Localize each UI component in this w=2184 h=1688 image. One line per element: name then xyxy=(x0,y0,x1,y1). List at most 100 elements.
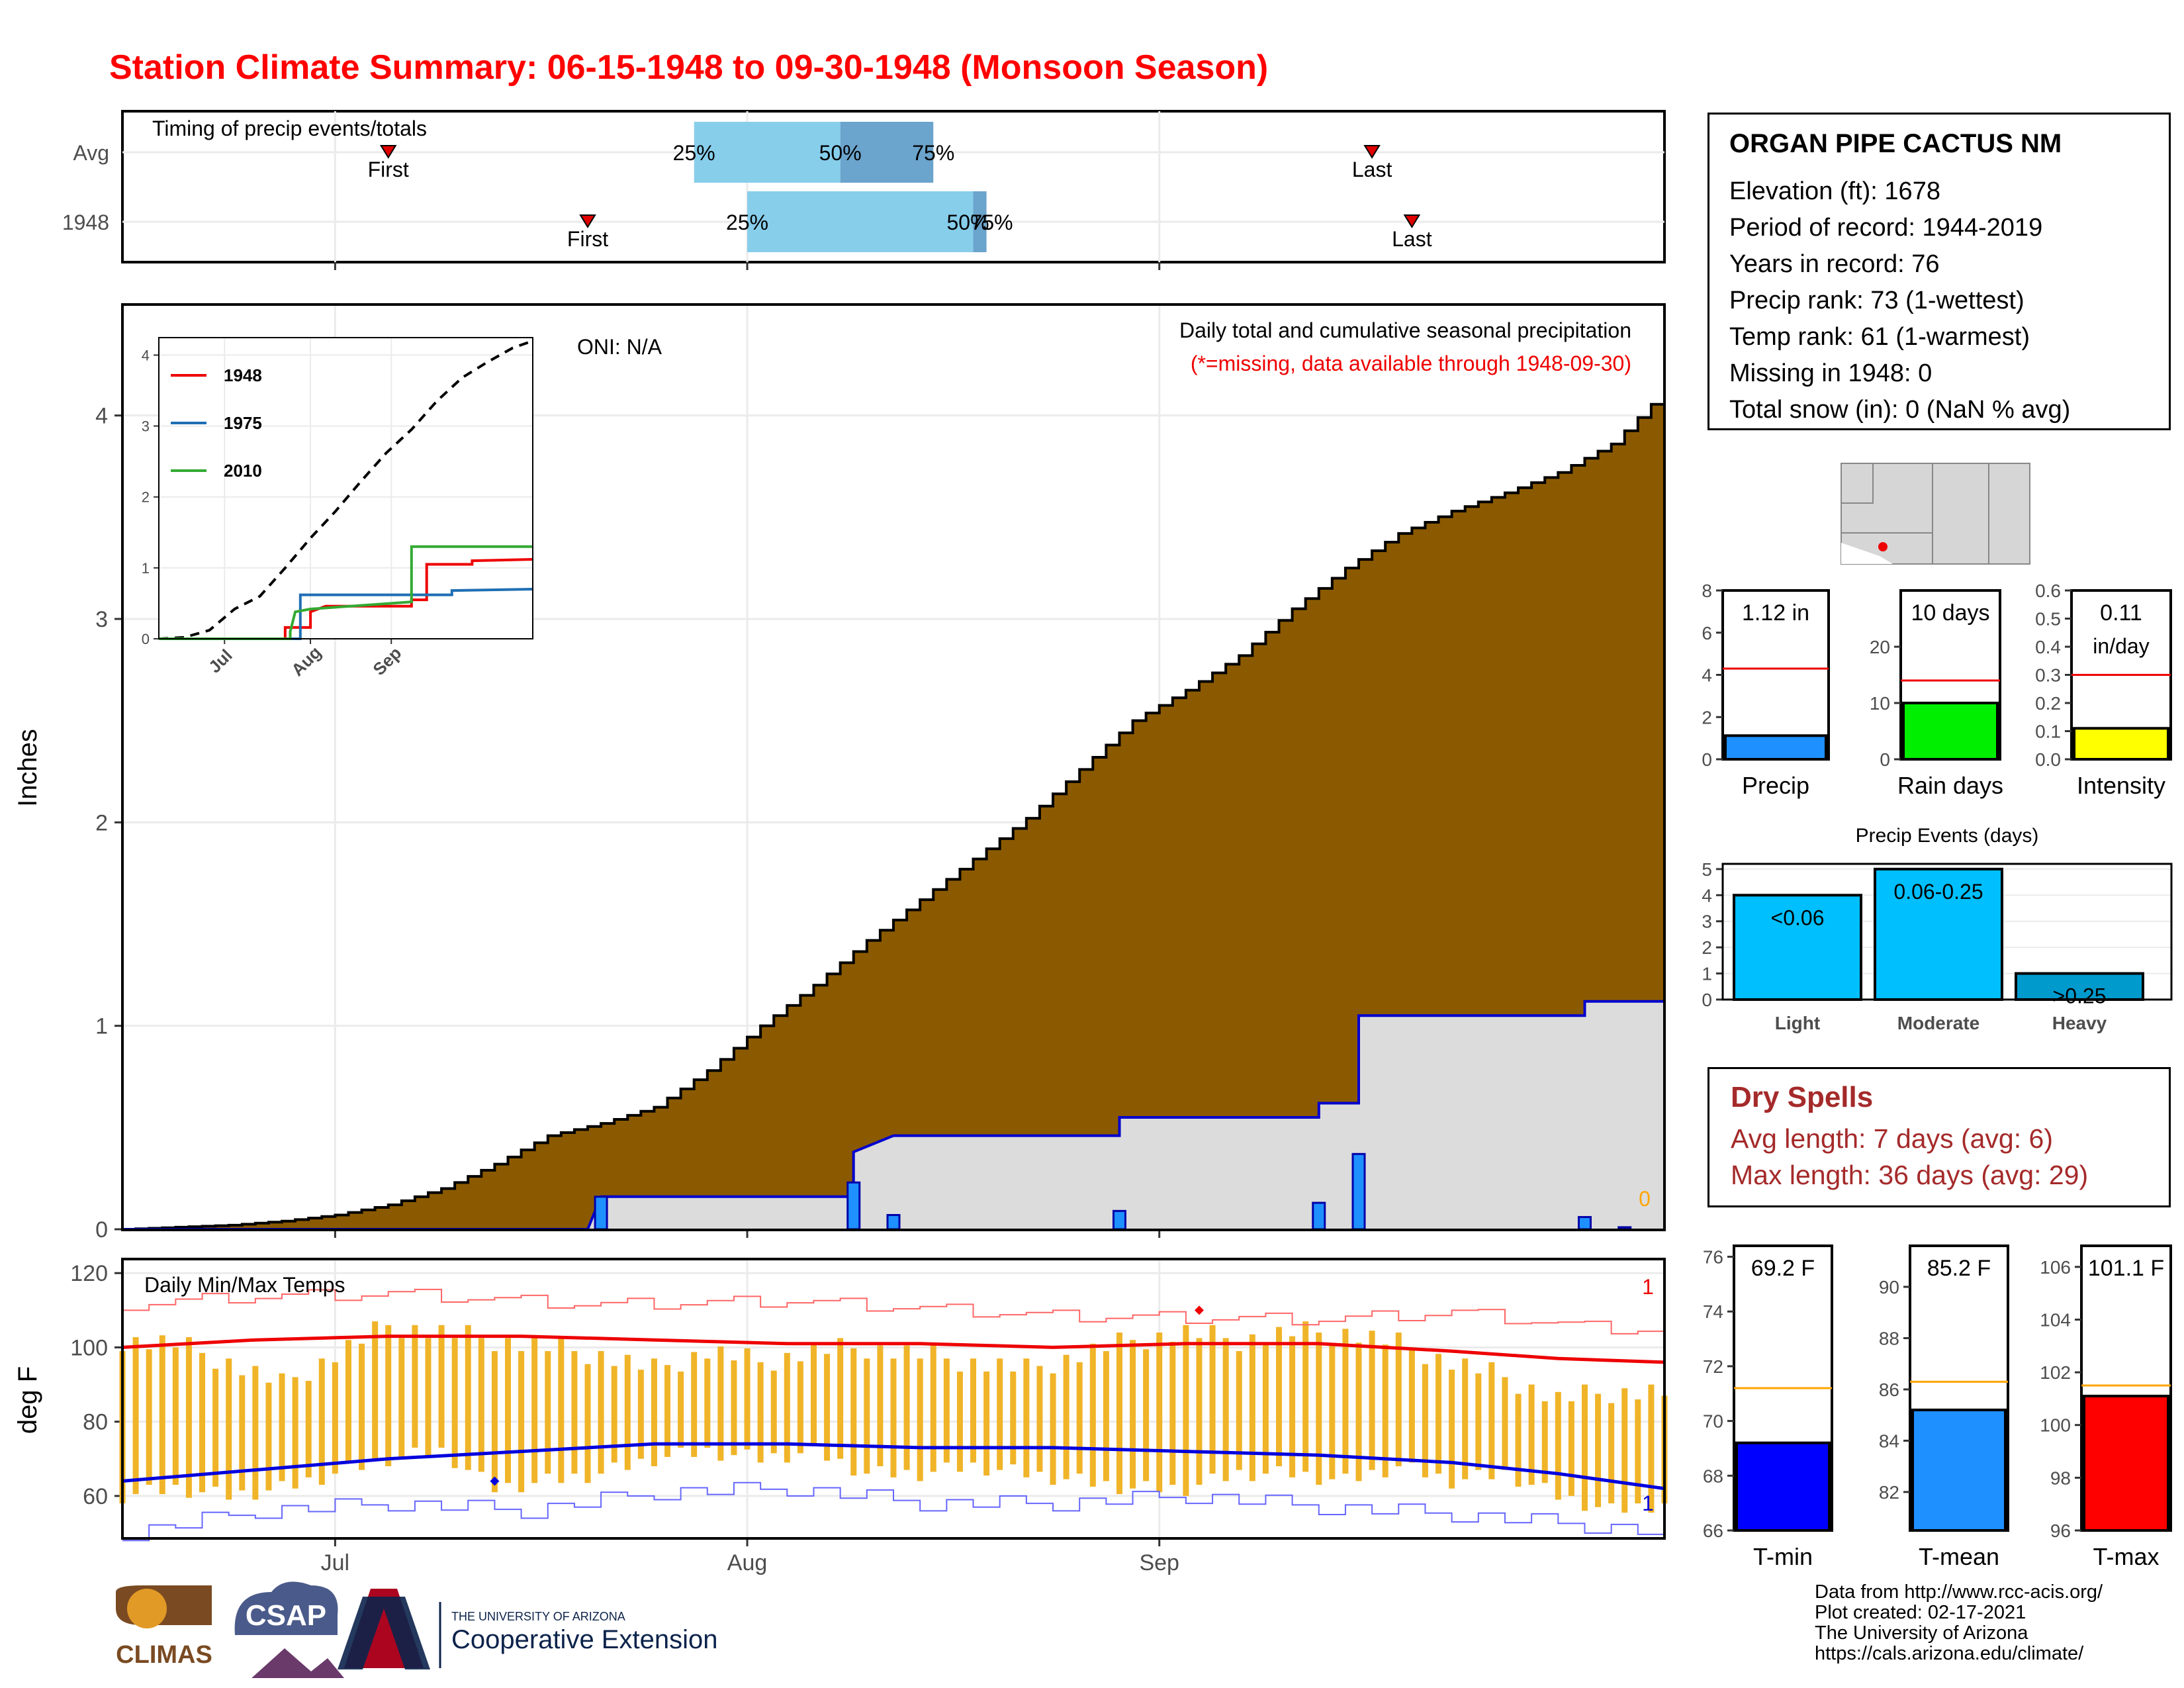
precip-total-bar xyxy=(1724,734,1827,761)
precip-events-ytick-label: 1 xyxy=(1702,964,1712,984)
temp-max-ytick-label: 96 xyxy=(2050,1521,2071,1541)
precip-total-ytick-label: 2 xyxy=(1702,707,1712,727)
daily-temp-bar xyxy=(917,1358,923,1481)
daily-precip-bar xyxy=(886,1213,901,1231)
daily-temp-bar xyxy=(651,1358,657,1466)
daily-temp-bar xyxy=(1010,1371,1017,1465)
daily-temp-bar xyxy=(372,1321,379,1459)
daily-temp-bar xyxy=(518,1351,525,1493)
daily-temp-bar xyxy=(265,1382,272,1491)
daily-temp-bar xyxy=(1143,1349,1150,1481)
daily-temp-bar xyxy=(292,1377,298,1489)
station-line: Precip rank: 73 (1-wettest) xyxy=(1729,287,2025,314)
map-state-borders xyxy=(1841,463,1989,564)
temp-max-ytick-label: 106 xyxy=(2040,1257,2071,1278)
precip-ylabel: Inches xyxy=(13,729,42,807)
daily-temp-bar xyxy=(890,1358,897,1477)
precip-total-ytick-label: 4 xyxy=(1702,665,1712,686)
inset-ytick-label: 4 xyxy=(142,347,150,363)
csap-logo-text: CSAP xyxy=(246,1599,326,1632)
timing-iqr-low xyxy=(694,122,841,183)
temp-max-ytick-label: 104 xyxy=(2040,1309,2071,1330)
tmax-avg-line xyxy=(122,1335,1665,1364)
ua-logo-small-text: THE UNIVERSITY OF ARIZONA xyxy=(451,1610,625,1623)
daily-temp-bar xyxy=(172,1347,179,1485)
daily-temp-bar xyxy=(1475,1373,1482,1470)
daily-temp-bar xyxy=(1222,1338,1229,1481)
daily-temp-bar xyxy=(1329,1343,1336,1479)
intensity-ytick-label: 0.2 xyxy=(2035,693,2061,714)
daily-temp-bar xyxy=(132,1337,139,1495)
daily-temp-bar xyxy=(1595,1393,1602,1507)
precip-events-bar xyxy=(1733,894,1862,1002)
daily-temp-bar xyxy=(212,1368,219,1487)
daily-temp-bar xyxy=(252,1366,259,1500)
precip-events-ytick-label: 0 xyxy=(1702,990,1712,1010)
temp-title: Daily Min/Max Temps xyxy=(144,1273,345,1297)
month-tick-label: Sep xyxy=(1139,1550,1179,1575)
daily-temp-bar xyxy=(877,1345,884,1466)
daily-temp-bar xyxy=(624,1354,631,1470)
precip-panel-frame xyxy=(121,303,1666,1231)
dry-spells-box: Dry Spells Avg length: 7 days (avg: 6) M… xyxy=(1707,1067,2171,1207)
timing-q25-label: 25% xyxy=(673,141,715,165)
precip-total-ytick-label: 8 xyxy=(1702,581,1712,601)
daily-temp-bar xyxy=(824,1354,831,1461)
precip-events-bar-label: 0.06-0.25 xyxy=(1893,880,1983,904)
temp-mean-bar xyxy=(1911,1408,2007,1532)
station-line: Years in record: 76 xyxy=(1729,250,1940,278)
intensity-ytick-label: 0.4 xyxy=(2035,637,2061,657)
daily-temp-bar xyxy=(1050,1373,1056,1485)
daily-temp-bar xyxy=(1130,1340,1136,1489)
timing-q50-label: 50% xyxy=(946,211,989,234)
precip-total-ytick-label: 6 xyxy=(1702,623,1712,643)
climas-logo-sun xyxy=(127,1589,167,1628)
precip-events-category-label: Moderate xyxy=(1897,1013,1979,1033)
precip-events-ytick-label: 5 xyxy=(1702,859,1712,880)
temp-max-value-label: 101.1 F xyxy=(2088,1256,2164,1281)
precip-events-ytick-label: 2 xyxy=(1702,937,1712,958)
station-line: Period of record: 1944-2019 xyxy=(1729,214,2043,242)
temp-mean-value-label: 85.2 F xyxy=(1927,1256,1991,1281)
daily-temp-bar xyxy=(797,1361,803,1454)
precip-total-value-label: 1.12 in xyxy=(1742,600,1809,626)
temp-min-value-label: 69.2 F xyxy=(1751,1256,1815,1281)
precip-ytick-label: 4 xyxy=(95,404,108,429)
precip-ytick-label: 0 xyxy=(95,1217,108,1243)
daily-temp-bar xyxy=(1276,1327,1282,1466)
timing-q75-label: 75% xyxy=(971,211,1013,234)
daily-temp-bar xyxy=(1036,1366,1043,1472)
daily-temp-bar xyxy=(1196,1338,1203,1485)
ua-logo-a-outline xyxy=(338,1597,430,1669)
avg-cumulative-area xyxy=(122,391,1664,1230)
month-tick-label: Aug xyxy=(727,1550,768,1575)
daily-temp-bar xyxy=(1541,1401,1548,1483)
avg-cumulative-line xyxy=(122,391,1666,1231)
daily-temp-bar xyxy=(1435,1354,1442,1474)
daily-temp-bar xyxy=(1116,1333,1122,1495)
temp-min-label: T-min xyxy=(1753,1543,1813,1570)
daily-temp-bar xyxy=(1169,1342,1176,1485)
intensity-ytick-label: 0.0 xyxy=(2035,749,2061,770)
daily-temp-bar xyxy=(1502,1377,1508,1470)
daily-temp-bar xyxy=(318,1358,325,1485)
daily-temp-bar xyxy=(1302,1321,1309,1472)
first-marker-label: First xyxy=(368,158,409,181)
daily-temp-bar xyxy=(545,1351,551,1474)
daily-temp-bar xyxy=(1608,1403,1615,1504)
daily-temp-bar xyxy=(159,1335,165,1495)
daily-temp-bar xyxy=(1262,1343,1269,1474)
rain-days-label: Rain days xyxy=(1897,772,2003,799)
temp-end-label-min: 1 xyxy=(1642,1491,1654,1515)
obs-cumulative-area xyxy=(122,1001,1664,1229)
timing-title: Timing of precip events/totals xyxy=(152,117,427,140)
temp-ytick-label: 80 xyxy=(83,1410,108,1435)
daily-temp-bar xyxy=(1156,1333,1163,1493)
temp-ylabel: deg F xyxy=(13,1366,42,1434)
daily-temp-bar xyxy=(1462,1358,1469,1479)
daily-temp-bar xyxy=(691,1352,698,1457)
precip-events-title: Precip Events (days) xyxy=(1856,825,2039,847)
timing-iqr-low xyxy=(747,191,974,252)
daily-precip-bar xyxy=(846,1181,861,1231)
daily-temp-bar xyxy=(1382,1344,1388,1477)
